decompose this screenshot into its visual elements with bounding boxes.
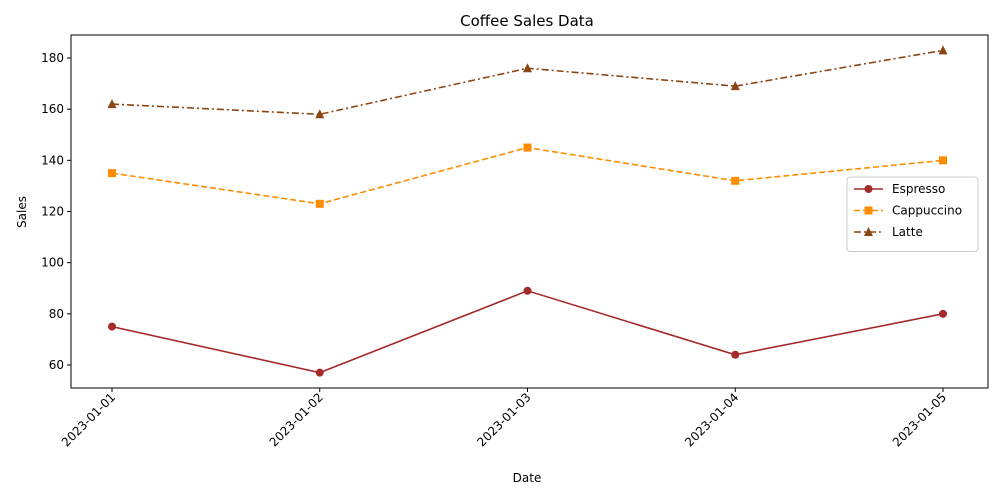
legend-label-cappuccino: Cappuccino — [892, 204, 962, 218]
y-tick-label: 120 — [41, 205, 64, 219]
legend-marker-cappuccino — [864, 206, 873, 215]
series-line-espresso — [111, 289, 944, 374]
chart-title: Coffee Sales Data — [460, 12, 594, 30]
data-point-cappuccino — [315, 199, 324, 208]
data-point-cappuccino — [108, 169, 116, 178]
y-tick-label: 160 — [41, 102, 64, 116]
series-line-cappuccino — [111, 146, 944, 205]
x-axis-title: Date — [513, 471, 542, 485]
data-point-latte — [523, 63, 532, 73]
y-tick-label: 140 — [41, 153, 64, 167]
x-tick-label: 2023-01-05 — [890, 390, 949, 449]
plot-area: 60 80 100 120 140 160 180 2023-01-01 2023-01-02 2… — [41, 34, 989, 449]
y-tick-label: 60 — [49, 358, 64, 372]
y-axis-title: Sales — [15, 196, 29, 228]
legend-marker-latte — [864, 227, 873, 236]
data-point-cappuccino — [523, 143, 532, 152]
legend: Espresso Cappuccino Latte — [846, 176, 979, 252]
legend-label-latte: Latte — [892, 225, 923, 239]
legend-marker-espresso — [864, 185, 873, 193]
data-point-cappuccino — [939, 156, 947, 165]
legend-box — [846, 176, 979, 252]
x-tick-label: 2023-01-03 — [474, 390, 533, 449]
y-tick-label: 100 — [41, 256, 64, 270]
x-tick-label: 2023-01-01 — [59, 390, 118, 449]
data-point-latte — [938, 45, 948, 55]
data-point-espresso — [939, 309, 947, 318]
x-tick-label: 2023-01-02 — [267, 390, 326, 449]
data-point-latte — [107, 99, 117, 109]
data-point-latte — [730, 81, 740, 91]
data-point-latte — [315, 109, 325, 119]
data-point-cappuccino — [731, 176, 740, 185]
series-latte — [107, 45, 948, 119]
data-point-espresso — [523, 286, 532, 295]
y-tick-label: 80 — [49, 307, 64, 321]
legend-label-espresso: Espresso — [892, 182, 945, 196]
series-cappuccino — [108, 143, 947, 208]
x-tick-label: 2023-01-04 — [682, 390, 741, 449]
data-point-espresso — [731, 350, 740, 359]
series-espresso — [108, 286, 947, 377]
series-line-latte — [111, 49, 944, 116]
data-point-espresso — [315, 368, 324, 377]
y-tick-label: 180 — [41, 51, 64, 65]
data-point-espresso — [108, 322, 116, 331]
